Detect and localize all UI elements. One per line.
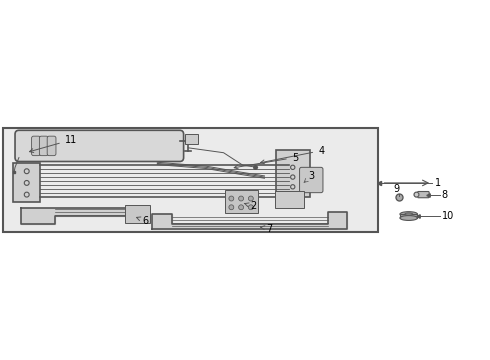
FancyBboxPatch shape — [275, 191, 304, 208]
FancyBboxPatch shape — [185, 134, 198, 144]
FancyBboxPatch shape — [224, 190, 258, 213]
Text: 4: 4 — [261, 146, 324, 164]
FancyBboxPatch shape — [417, 192, 429, 198]
FancyBboxPatch shape — [31, 136, 40, 156]
Text: 9: 9 — [393, 184, 399, 194]
Circle shape — [248, 205, 253, 210]
FancyBboxPatch shape — [39, 136, 48, 156]
FancyBboxPatch shape — [299, 167, 323, 193]
FancyBboxPatch shape — [276, 150, 310, 197]
Ellipse shape — [405, 213, 413, 215]
Circle shape — [229, 205, 234, 210]
Circle shape — [239, 205, 244, 210]
Circle shape — [248, 196, 253, 201]
FancyBboxPatch shape — [400, 214, 417, 218]
Ellipse shape — [400, 216, 417, 220]
Text: 11: 11 — [29, 135, 77, 153]
Circle shape — [239, 196, 244, 201]
Text: 10: 10 — [442, 211, 454, 221]
FancyBboxPatch shape — [47, 136, 56, 156]
Text: 3: 3 — [304, 171, 315, 183]
FancyBboxPatch shape — [125, 205, 150, 223]
Text: 7: 7 — [261, 224, 273, 234]
Text: 5: 5 — [234, 153, 298, 169]
Circle shape — [414, 192, 419, 197]
Text: 6: 6 — [137, 216, 149, 226]
FancyBboxPatch shape — [13, 163, 40, 202]
Text: 8: 8 — [442, 190, 448, 199]
Polygon shape — [21, 208, 147, 224]
Text: 1: 1 — [435, 178, 441, 188]
Polygon shape — [152, 212, 347, 229]
Circle shape — [229, 196, 234, 201]
Ellipse shape — [400, 212, 417, 217]
FancyBboxPatch shape — [15, 130, 184, 162]
FancyBboxPatch shape — [3, 129, 378, 231]
Text: 2: 2 — [245, 201, 256, 211]
